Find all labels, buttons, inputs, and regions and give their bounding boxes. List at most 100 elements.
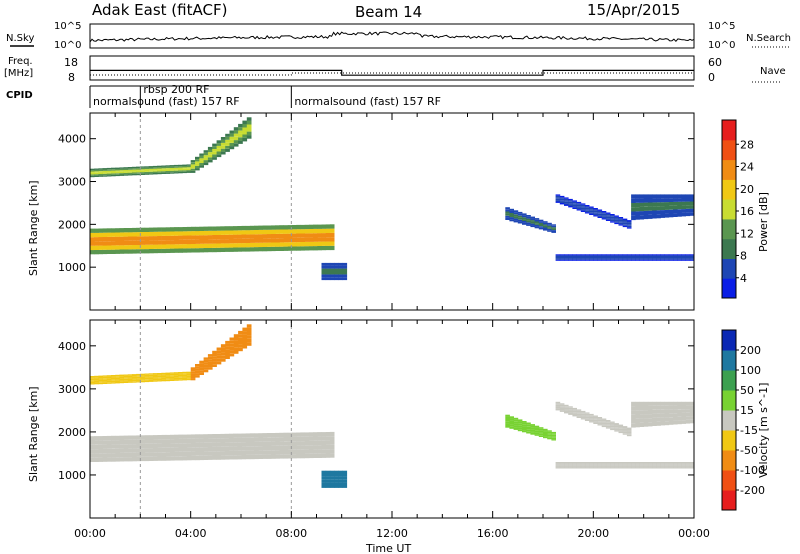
echo-cell xyxy=(173,378,179,380)
echo-cell xyxy=(313,246,318,251)
colorbar-swatch xyxy=(722,139,736,161)
echo-cell xyxy=(677,209,682,213)
echo-cell xyxy=(106,453,112,458)
echo-cell xyxy=(685,465,691,467)
echo-cell xyxy=(618,431,624,434)
colorbar-tick-label: 4 xyxy=(740,272,747,285)
echo-cell xyxy=(622,431,628,434)
echo-cell xyxy=(647,198,653,203)
echo-cell xyxy=(652,462,657,464)
echo-cell xyxy=(614,256,619,258)
echo-cell xyxy=(174,240,179,245)
echo-cell xyxy=(203,157,209,161)
echo-cell xyxy=(313,445,318,450)
echo-cell xyxy=(292,233,297,238)
echo-cell xyxy=(190,164,196,167)
echo-cell xyxy=(123,167,129,169)
echo-cell xyxy=(157,378,162,381)
echo-cell xyxy=(618,218,624,220)
echo-cell xyxy=(144,173,150,175)
echo-cell xyxy=(161,169,166,172)
echo-cell xyxy=(233,442,238,447)
echo-cell xyxy=(513,417,519,420)
echo-cell xyxy=(191,244,196,249)
echo-cell xyxy=(614,258,619,260)
echo-cell xyxy=(605,218,611,220)
echo-cell xyxy=(635,423,640,428)
echo-cell xyxy=(321,228,327,234)
echo-cell xyxy=(329,444,335,450)
echo-cell xyxy=(94,436,99,441)
echo-cell xyxy=(165,434,171,440)
echo-cell xyxy=(677,463,682,465)
echo-cell xyxy=(509,422,514,425)
echo-cell xyxy=(543,224,548,226)
echo-cell xyxy=(610,464,615,466)
echo-cell xyxy=(98,172,103,174)
echo-cell xyxy=(593,422,598,424)
echo-cell xyxy=(237,230,242,235)
echo-cell xyxy=(317,440,322,445)
echo-cell xyxy=(157,443,162,448)
cpid-segment-label: rbsp 200 RF xyxy=(143,83,209,96)
echo-cell xyxy=(597,464,603,466)
echo-cell xyxy=(199,158,204,161)
echo-cell xyxy=(136,376,141,379)
x-tick-label: 04:00 xyxy=(175,527,207,540)
echo-cell xyxy=(601,212,607,214)
echo-cell xyxy=(148,173,154,175)
colorbar-swatch xyxy=(722,179,736,200)
echo-cell xyxy=(132,457,137,462)
echo-cell xyxy=(614,428,619,431)
echo-cell xyxy=(111,435,116,441)
echo-cell xyxy=(673,413,678,417)
echo-cell xyxy=(635,258,640,260)
echo-cell xyxy=(287,454,293,459)
echo-cell xyxy=(597,259,603,261)
echo-cell xyxy=(601,466,607,468)
echo-cell xyxy=(321,470,327,474)
velocity-ylabel: Slant Range [km] xyxy=(27,386,40,482)
echo-cell xyxy=(668,255,674,257)
echo-cell xyxy=(660,259,665,261)
echo-cell xyxy=(165,439,171,444)
echo-cell xyxy=(325,479,331,483)
echo-cell xyxy=(115,376,120,378)
echo-cell xyxy=(313,449,318,454)
echo-cell xyxy=(152,167,158,169)
echo-cell xyxy=(238,137,243,141)
echo-cell xyxy=(182,434,188,439)
echo-cell xyxy=(131,169,137,172)
echo-cell xyxy=(207,438,213,443)
echo-cell xyxy=(677,258,682,260)
echo-cell xyxy=(308,229,314,234)
echo-cell xyxy=(664,463,670,465)
echo-cell xyxy=(551,231,556,233)
echo-cell xyxy=(203,357,209,360)
freq-label-line1: Freq. xyxy=(8,56,33,67)
echo-cell xyxy=(572,207,577,209)
echo-cell xyxy=(334,473,339,477)
echo-cell xyxy=(90,175,95,178)
echo-cell xyxy=(182,374,187,377)
echo-cell xyxy=(119,457,125,462)
echo-cell xyxy=(170,248,175,253)
echo-cell xyxy=(652,257,657,259)
echo-cell xyxy=(127,378,133,380)
echo-cell xyxy=(152,377,158,379)
echo-cell xyxy=(559,467,565,469)
echo-cell xyxy=(304,436,310,441)
echo-cell xyxy=(572,203,577,205)
echo-cell xyxy=(238,140,243,144)
echo-cell xyxy=(652,258,657,260)
echo-cell xyxy=(249,242,255,248)
echo-cell xyxy=(530,221,535,224)
echo-cell xyxy=(689,197,695,202)
y-tick-label: 2000 xyxy=(58,218,86,231)
echo-cell xyxy=(161,379,166,382)
echo-cell xyxy=(191,443,196,448)
echo-cell xyxy=(572,204,577,207)
echo-cell xyxy=(178,166,183,168)
echo-cell xyxy=(639,414,645,419)
echo-cell xyxy=(148,240,154,245)
